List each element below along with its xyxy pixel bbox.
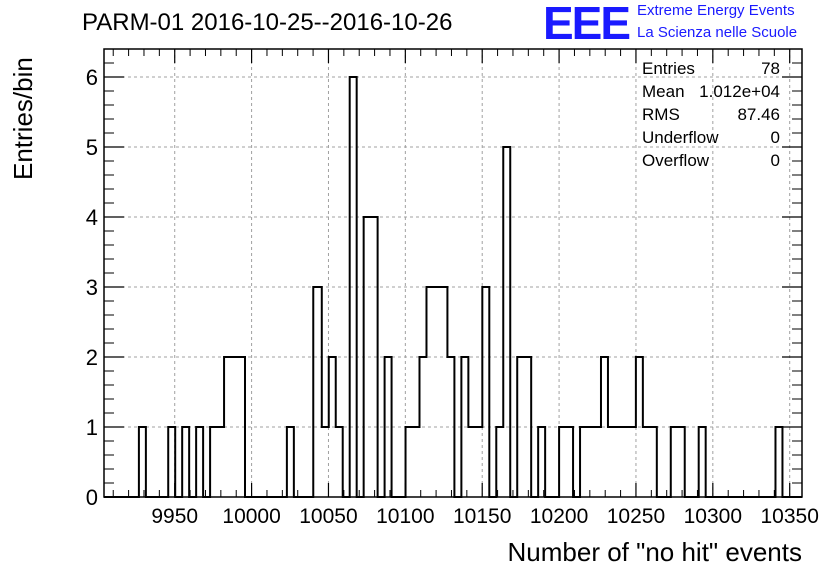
stat-value: 0: [770, 128, 780, 147]
y-tick-label: 2: [86, 345, 98, 370]
stat-overflow: Overflow 0: [642, 151, 780, 174]
stat-label: RMS: [642, 105, 680, 124]
axis-ticks: [104, 49, 802, 498]
y-tick-labels: 0 1 2 3 4 5 6: [86, 65, 98, 510]
y-axis-label: Entries/bin: [8, 57, 38, 180]
x-tick-label: 10100: [376, 505, 434, 528]
y-tick-label: 0: [86, 485, 98, 510]
stat-rms: RMS 87.46: [642, 105, 780, 128]
stat-value: 78: [761, 59, 780, 78]
histogram-line: [104, 76, 802, 498]
y-tick-label: 4: [86, 205, 98, 230]
x-tick-label: 10300: [684, 505, 742, 528]
x-tick-labels: 9950 10000 10050 10100 10150 10200 10250 10300 1…: [151, 505, 819, 528]
y-tick-label: 6: [86, 65, 98, 90]
y-tick-label: 3: [86, 275, 98, 300]
stat-label: Overflow: [642, 151, 710, 170]
logo-line-2: La Scienza nelle Scuole: [637, 24, 798, 41]
stats-box: Entries 78 Mean 1.012e+04 RMS 87.46 Unde…: [642, 59, 780, 174]
x-tick-label: 10350: [760, 505, 818, 528]
logo-line-1: Extreme Energy Events: [637, 2, 795, 19]
stat-label: Underflow: [642, 128, 719, 147]
x-tick-label: 9950: [151, 505, 198, 528]
x-tick-label: 10200: [530, 505, 588, 528]
stat-label: Mean: [642, 82, 685, 101]
y-tick-label: 1: [86, 415, 98, 440]
stat-value: 1.012e+04: [699, 82, 780, 101]
stat-entries: Entries 78: [642, 59, 780, 82]
stat-mean: Mean 1.012e+04: [642, 82, 780, 105]
stat-value: 87.46: [737, 105, 780, 124]
x-tick-label: 10250: [607, 505, 665, 528]
x-axis-label: Number of "no hit" events: [507, 537, 803, 567]
chart-title: PARM-01 2016-10-25--2016-10-26: [82, 9, 453, 36]
x-tick-label: 10050: [299, 505, 357, 528]
stat-underflow: Underflow 0: [642, 128, 780, 151]
eee-logo: EEE: [543, 0, 631, 49]
stat-value: 0: [770, 151, 780, 170]
y-tick-label: 5: [86, 135, 98, 160]
x-tick-label: 10000: [222, 505, 280, 528]
x-tick-label: 10150: [453, 505, 511, 528]
stat-label: Entries: [642, 59, 695, 78]
